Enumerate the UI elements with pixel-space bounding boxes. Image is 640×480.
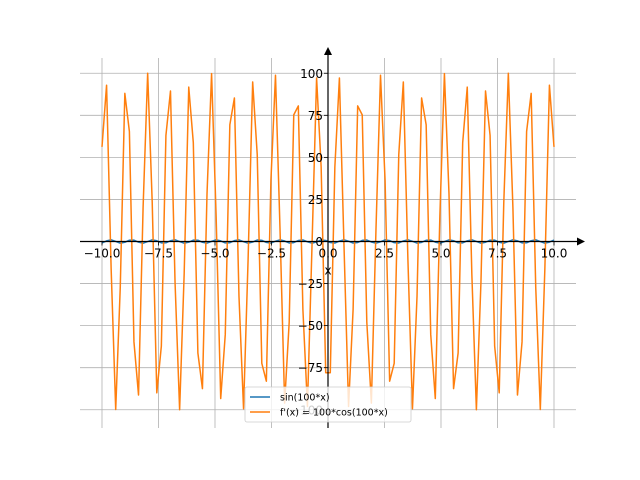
y-tick-label: 75 xyxy=(308,109,323,123)
y-tick-label: 25 xyxy=(308,193,323,207)
x-tick-label: 7.5 xyxy=(488,247,507,261)
legend-label-0: sin(100*x) xyxy=(280,393,330,404)
y-tick-label: 100 xyxy=(300,67,323,81)
x-tick-label: 0.0 xyxy=(318,247,337,261)
x-tick-label: 10.0 xyxy=(541,247,568,261)
y-tick-label: −25 xyxy=(298,277,323,291)
x-axis-label: x xyxy=(324,264,331,278)
x-tick-label: −2.5 xyxy=(257,247,286,261)
x-tick-label: 2.5 xyxy=(375,247,394,261)
axes xyxy=(80,47,585,428)
x-tick-label: 5.0 xyxy=(431,247,450,261)
y-tick-label: 0 xyxy=(315,235,323,249)
x-tick-label: −7.5 xyxy=(144,247,173,261)
y-tick-label: 50 xyxy=(308,151,323,165)
legend-box xyxy=(244,386,412,423)
legend: sin(100*x) f'(x) = 100*cos(100*x) xyxy=(244,386,412,423)
x-tick-label: −5.0 xyxy=(200,247,229,261)
y-tick-label: −75 xyxy=(298,361,323,375)
x-tick-label: −10.0 xyxy=(84,247,121,261)
legend-label-1: f'(x) = 100*cos(100*x) xyxy=(280,408,388,419)
y-axis-arrow xyxy=(324,47,332,55)
x-axis-arrow xyxy=(577,237,585,246)
y-tick-label: −50 xyxy=(298,319,323,333)
tick-labels: −10.0−7.5−5.0−2.50.02.55.07.510.0−100−75… xyxy=(84,67,568,418)
